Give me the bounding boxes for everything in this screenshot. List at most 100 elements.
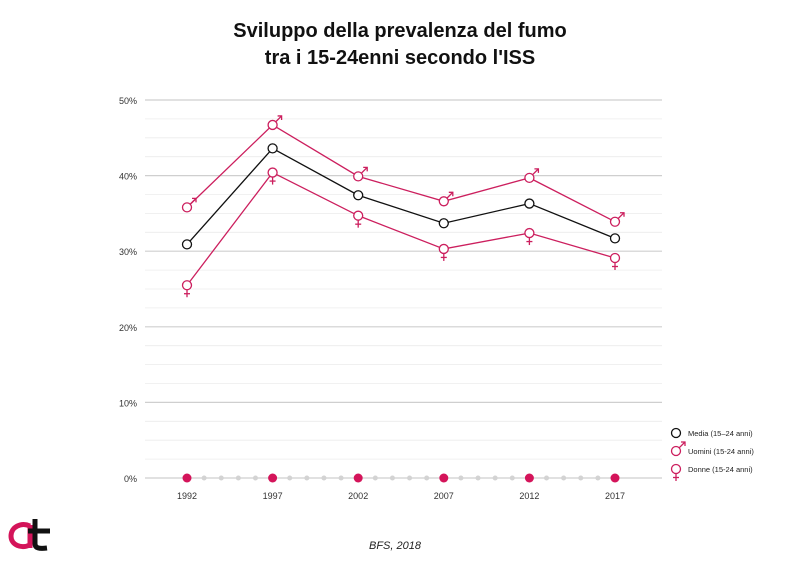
x-axis-minor-dot xyxy=(595,475,601,481)
data-point-circle xyxy=(609,233,621,244)
series-line-male xyxy=(186,124,616,223)
series-layer xyxy=(181,115,625,298)
male-arrow-head xyxy=(277,115,283,120)
x-axis-minor-dot xyxy=(252,475,258,481)
marker-circle xyxy=(181,239,193,250)
x-tick-label: 1992 xyxy=(177,491,197,501)
y-tick-label: 10% xyxy=(119,398,137,408)
x-axis-minor-dot xyxy=(544,475,550,481)
marker-circle xyxy=(267,143,278,154)
data-point-circle xyxy=(353,190,364,201)
male-arrow-shaft xyxy=(532,168,539,176)
data-point-circle xyxy=(438,218,449,229)
chart-title: Sviluppo della prevalenza del fumo tra i… xyxy=(0,18,800,72)
legend-label: Donne (15-24 anni) xyxy=(688,465,753,474)
x-axis-year-dot xyxy=(439,473,449,483)
data-point-female xyxy=(609,252,621,271)
x-tick-label: 2012 xyxy=(519,491,539,501)
data-point-female xyxy=(438,243,449,261)
x-axis-minor-dot xyxy=(338,475,344,481)
marker-circle xyxy=(438,218,449,229)
x-axis-minor-dot xyxy=(475,475,481,481)
x-axis-year-dot xyxy=(524,473,534,483)
marker-circle xyxy=(181,280,193,291)
marker-circle xyxy=(353,210,364,221)
marker-circle xyxy=(609,233,621,244)
data-point-circle xyxy=(267,143,278,154)
data-point-male xyxy=(524,168,540,184)
male-arrow-head xyxy=(192,197,197,203)
data-point-female xyxy=(524,227,535,246)
x-axis-minor-dot xyxy=(372,475,378,481)
legend-label: Uomini (15-24 anni) xyxy=(688,447,754,456)
x-axis-minor-dot xyxy=(407,475,413,481)
x-axis-year-dot xyxy=(610,473,620,483)
grid-lines xyxy=(145,99,662,479)
marker-circle xyxy=(267,119,278,131)
marker-circle xyxy=(438,243,449,255)
legend-marker-male xyxy=(670,441,686,457)
male-arrow-head xyxy=(448,191,454,197)
x-axis-minor-dot xyxy=(458,475,464,481)
x-axis-year-dot xyxy=(182,473,192,483)
male-arrow-shaft xyxy=(275,115,283,123)
x-axis-minor-dot xyxy=(304,475,310,481)
source-note: BFS, 2018 xyxy=(369,540,421,552)
male-arrow-shaft xyxy=(678,441,686,449)
marker-circle xyxy=(670,463,682,475)
y-tick-label: 50% xyxy=(119,96,137,106)
marker-circle xyxy=(670,445,682,457)
male-arrow-head xyxy=(534,168,540,173)
brand-logo xyxy=(8,519,50,551)
male-arrow-shaft xyxy=(617,212,625,219)
male-arrow-shaft xyxy=(360,166,368,174)
data-point-male xyxy=(181,197,197,213)
y-tick-label: 0% xyxy=(124,474,137,484)
legend: Media (15–24 anni) Uomini (15-24 anni) Don… xyxy=(670,427,754,481)
legend-label: Media (15–24 anni) xyxy=(688,429,753,438)
data-point-female xyxy=(267,167,278,185)
x-axis-minor-dot xyxy=(561,475,567,481)
legend-marker-circle xyxy=(670,427,682,439)
marker-circle xyxy=(181,202,193,213)
data-point-circle xyxy=(181,239,193,250)
x-tick-label: 2002 xyxy=(348,491,368,501)
data-point-male xyxy=(267,115,283,131)
marker-circle xyxy=(353,190,364,201)
x-axis-minor-dot xyxy=(218,475,224,481)
x-axis-minor-dot xyxy=(578,475,584,481)
chart-title-line-2: tra i 15-24enni secondo l'ISS xyxy=(264,47,536,69)
y-axis-tick-labels: 0% 10% 20% 30% 40% 50% xyxy=(119,96,137,484)
y-tick-label: 30% xyxy=(119,247,137,257)
x-axis-minor-dot xyxy=(235,475,241,481)
x-axis: 1992 1997 2002 2007 2012 2017 xyxy=(177,473,625,501)
y-tick-label: 40% xyxy=(119,172,137,182)
x-axis-minor-dot xyxy=(287,475,293,481)
x-axis-minor-dot xyxy=(389,475,395,481)
marker-circle xyxy=(267,167,278,178)
marker-circle xyxy=(524,227,535,239)
series-line-female xyxy=(186,171,616,286)
x-axis-year-dot xyxy=(268,473,278,483)
marker-circle xyxy=(609,252,621,264)
x-tick-label: 2007 xyxy=(434,491,454,501)
data-point-male xyxy=(609,212,625,227)
male-arrow-shaft xyxy=(446,191,454,199)
marker-circle xyxy=(524,198,535,209)
series-line-circle xyxy=(186,147,616,245)
x-axis-minor-dot xyxy=(201,475,207,481)
chart-title-line-1: Sviluppo della prevalenza del fumo xyxy=(233,20,567,42)
marker-circle xyxy=(670,427,682,439)
data-point-male xyxy=(353,166,368,182)
x-axis-year-dot xyxy=(353,473,363,483)
marker-circle xyxy=(353,171,364,182)
data-point-female xyxy=(353,210,364,228)
marker-circle xyxy=(609,216,621,227)
x-axis-minor-dot xyxy=(424,475,430,481)
x-axis-minor-dot xyxy=(509,475,515,481)
marker-circle xyxy=(524,172,535,184)
x-tick-label: 1997 xyxy=(263,491,283,501)
y-tick-label: 20% xyxy=(119,323,137,333)
male-arrow-head xyxy=(620,212,625,217)
